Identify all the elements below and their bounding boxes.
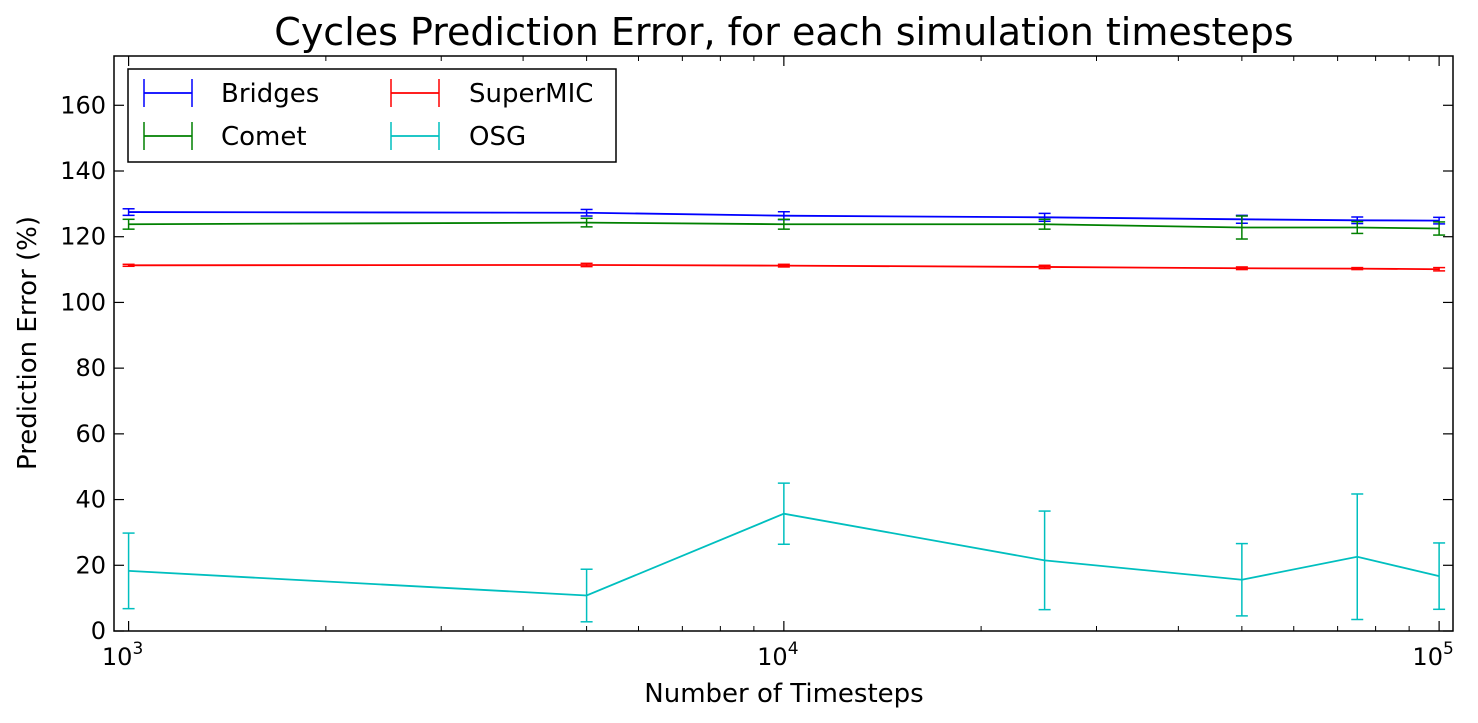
series-osg [122, 482, 1446, 623]
error-bar [1235, 266, 1248, 271]
series-comet [122, 215, 1446, 240]
y-tick-label: 100 [60, 288, 106, 316]
error-bar [122, 263, 135, 268]
x-tick-exponent: 3 [132, 639, 143, 659]
error-bar [1351, 266, 1364, 271]
y-tick-label: 40 [75, 486, 106, 514]
y-tick-label: 80 [75, 354, 106, 382]
error-bar [1351, 220, 1364, 235]
error-bar [122, 532, 135, 610]
error-bar [580, 262, 593, 268]
legend-label: OSG [469, 122, 526, 152]
x-tick-label: 105 [1412, 639, 1453, 671]
x-tick-label: 104 [757, 639, 798, 671]
y-tick-label: 0 [91, 617, 106, 645]
x-tick-base: 10 [102, 643, 133, 671]
error-bar [777, 263, 790, 268]
x-axis-label: Number of Timesteps [644, 679, 923, 709]
error-bar [1235, 542, 1248, 617]
x-ticks: 103 104 105 [102, 56, 1454, 671]
x-tick-exponent: 5 [1443, 639, 1454, 659]
y-tick-label: 120 [60, 223, 106, 251]
y-tick-label: 160 [60, 91, 106, 119]
legend-label: SuperMIC [469, 79, 593, 109]
error-bar [122, 218, 135, 230]
legend-item-supermic: SuperMIC [390, 79, 593, 109]
error-bar [580, 568, 593, 623]
error-bar [1433, 266, 1446, 272]
legend-label: Comet [221, 122, 307, 152]
error-bar [580, 217, 593, 228]
error-bar [777, 482, 790, 546]
y-ticks: 0 20 40 60 80 100 120 140 160 [60, 91, 1453, 645]
series-supermic [122, 262, 1446, 272]
error-bar [580, 208, 593, 217]
legend-item-comet: Comet [143, 122, 307, 152]
error-bar [1351, 493, 1364, 621]
x-tick-base: 10 [757, 643, 788, 671]
error-bar [1433, 542, 1446, 611]
plot-frame [113, 55, 1454, 632]
legend-label: Bridges [221, 79, 319, 109]
legend-item-osg: OSG [390, 122, 526, 152]
legend-item-bridges: Bridges [143, 79, 319, 109]
y-tick-label: 60 [75, 420, 106, 448]
y-axis-label: Prediction Error (%) [13, 216, 43, 470]
x-tick-exponent: 4 [788, 639, 799, 659]
y-tick-label: 20 [75, 551, 106, 579]
series-layer [122, 208, 1446, 623]
legend: Bridges Comet SuperMIC OSG [127, 68, 617, 163]
error-bar [1433, 221, 1446, 236]
error-bar [1038, 510, 1051, 611]
chart-title: Cycles Prediction Error, for each simula… [274, 10, 1293, 54]
y-tick-label: 140 [60, 157, 106, 185]
legend-box [127, 68, 617, 163]
error-bar [1038, 218, 1051, 230]
x-tick-base: 10 [1412, 643, 1443, 671]
error-bar [777, 218, 790, 230]
error-bar [1038, 264, 1051, 270]
x-tick-label: 103 [102, 639, 143, 671]
error-bar [122, 208, 135, 217]
error-bar [1235, 215, 1248, 240]
